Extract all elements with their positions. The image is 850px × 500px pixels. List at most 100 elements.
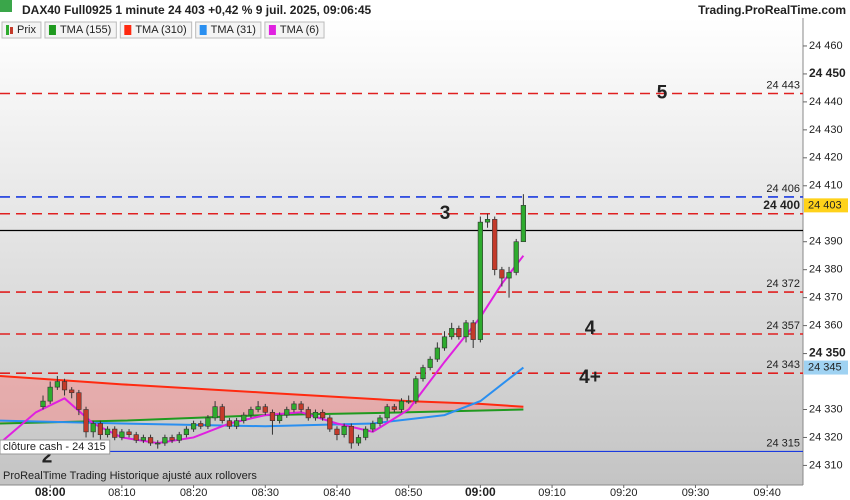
x-tick-label: 09:20	[610, 487, 638, 499]
tma-line	[0, 374, 524, 408]
candle-body	[312, 411, 319, 419]
candle-body	[406, 400, 412, 403]
candle-body	[233, 420, 240, 427]
logo	[0, 0, 12, 12]
candle-body	[90, 423, 96, 433]
level-tag: 3	[440, 203, 451, 224]
level-label: 24 315	[766, 437, 800, 449]
candle-body	[155, 442, 161, 445]
candle-body	[520, 205, 526, 243]
candle-body	[391, 406, 397, 410]
candle-body	[104, 428, 111, 435]
candle-body	[384, 406, 390, 419]
candle-body	[198, 423, 204, 427]
legend-label: Prix	[17, 24, 36, 36]
candle-body	[413, 378, 419, 402]
legend-label: TMA (310)	[135, 24, 186, 36]
y-tick-label: 24 370	[809, 292, 843, 304]
candle-body	[212, 406, 218, 419]
y-tick-label: 24 380	[809, 264, 843, 276]
legend-item	[264, 21, 325, 39]
candle-body	[477, 221, 483, 340]
candle-body	[61, 381, 68, 391]
candle-body	[449, 328, 455, 338]
candle-body	[348, 425, 354, 444]
y-tick-label: 24 330	[809, 403, 843, 415]
candle-body	[334, 428, 340, 435]
axis-tag-label: 24 403	[808, 199, 842, 211]
candle-body	[190, 423, 197, 430]
candle-body	[499, 269, 505, 279]
candle-body	[377, 417, 383, 424]
footer: ProRealTime Trading Historique ajusté au…	[3, 470, 257, 482]
y-tick-label: 24 360	[809, 320, 843, 332]
candle-body	[97, 423, 103, 435]
axis-tag	[804, 198, 848, 213]
x-tick-label: 08:00	[35, 485, 66, 499]
candle-body	[427, 358, 433, 368]
candle-body	[291, 403, 297, 410]
candle-body	[370, 423, 376, 430]
level-tag: 4+	[579, 367, 601, 388]
legend-label: TMA (155)	[60, 24, 111, 36]
candle-body	[506, 272, 512, 279]
overlay: 24 443 5 24 406 24 400 3 24 372 24 357 4 24 343 4…	[0, 79, 800, 482]
candle-body	[262, 406, 268, 413]
legend-swatch	[6, 25, 9, 35]
plot	[0, 92, 803, 453]
level-tag: 2	[42, 446, 53, 467]
level-label: 24 343	[766, 359, 800, 371]
candle-body	[320, 411, 326, 419]
y-tick-label: 24 390	[809, 236, 843, 248]
y-tick-label: 24 320	[809, 431, 843, 443]
candle-body	[341, 425, 347, 435]
candle-body	[126, 431, 132, 435]
candle-body	[284, 409, 290, 416]
legend-swatch	[268, 25, 276, 35]
candle-body	[513, 241, 519, 273]
level-tag: 5	[657, 83, 668, 104]
legend-swatch	[199, 25, 207, 35]
level-label: 24 372	[766, 278, 800, 290]
level-label: 24 357	[766, 320, 800, 332]
candle-body	[484, 219, 491, 223]
y-tick-label: 24 350	[809, 346, 846, 360]
y-tick-label: 24 410	[809, 180, 843, 192]
candle-body	[69, 389, 75, 394]
candle-body	[219, 406, 225, 421]
candle-body	[492, 219, 498, 270]
candle-body	[463, 322, 469, 338]
candle-body	[255, 406, 261, 410]
x-tick-label: 08:40	[323, 487, 351, 499]
candle-body	[112, 428, 118, 438]
header-site: Trading.ProRealTime.com	[698, 3, 846, 17]
y-tick-label: 24 430	[809, 124, 843, 136]
level-tag: 4	[585, 318, 596, 339]
legend-label: TMA (6)	[280, 24, 319, 36]
candle-body	[241, 414, 247, 421]
axis-tag-label: 24 345	[808, 361, 842, 373]
candle-body	[133, 434, 139, 441]
level-label: 24 406	[766, 183, 800, 195]
cash-close-box	[0, 439, 111, 455]
legend-swatch	[10, 27, 13, 34]
candle-body	[54, 381, 60, 388]
candle-body	[140, 437, 146, 441]
legend-item	[195, 21, 262, 39]
candle-body	[162, 437, 168, 444]
candle-body	[183, 428, 190, 435]
x-tick-label: 08:30	[252, 487, 280, 499]
candle-body	[226, 420, 233, 427]
x-tick-label: 08:20	[180, 487, 208, 499]
y-tick-label: 24 440	[809, 96, 843, 108]
level-label: 24 443	[766, 79, 800, 91]
x-tick-label: 09:10	[538, 487, 566, 499]
y-tick-label: 24 310	[809, 459, 843, 471]
x-tick-label: 09:00	[465, 485, 496, 499]
candle-body	[398, 400, 405, 410]
candle-body	[305, 409, 311, 419]
candle-body	[327, 417, 333, 430]
candle-body	[441, 336, 448, 349]
candle-body	[176, 434, 182, 441]
